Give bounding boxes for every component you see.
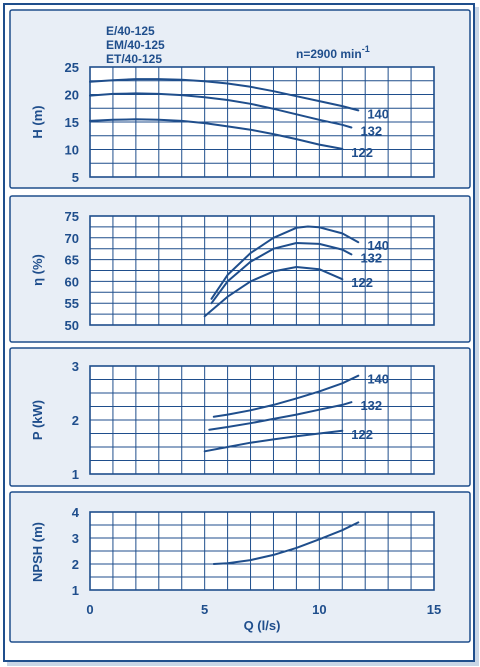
npsh-xtick-label: 5 (201, 602, 208, 617)
npsh-ytick-label: 3 (72, 531, 79, 546)
efficiency-ytick-label: 50 (65, 318, 79, 333)
efficiency-ylabel: η (%) (30, 254, 45, 286)
power-chart: 1 2 3 P (kW) 140 132 122 (30, 359, 435, 482)
npsh-ytick-label: 4 (72, 505, 80, 520)
head-ytick-label: 5 (72, 170, 79, 185)
speed-label-exponent: -1 (362, 44, 370, 54)
head-series-line-122 (89, 118, 344, 150)
head-series-label-140: 140 (367, 106, 389, 121)
efficiency-series-line-122 (203, 266, 344, 318)
efficiency-series-label-140: 140 (367, 238, 389, 253)
power-ytick-label: 1 (72, 467, 79, 482)
head-chart: 5 10 15 20 25 H (m) 140 132 122 (30, 60, 435, 185)
npsh-ytick-label: 1 (72, 583, 79, 598)
efficiency-series-label-132: 132 (360, 250, 382, 265)
power-series-label-122: 122 (351, 427, 373, 442)
model-label-3: ET/40-125 (106, 52, 162, 66)
npsh-xlabel: Q (l/s) (244, 618, 281, 633)
power-series-line-132 (208, 401, 353, 431)
npsh-xtick-label: 15 (427, 602, 441, 617)
power-series-line-140 (212, 374, 360, 418)
efficiency-ytick-label: 75 (65, 209, 79, 224)
efficiency-series-line-132 (210, 242, 353, 305)
efficiency-ytick-label: 60 (65, 274, 79, 289)
head-ytick-label: 25 (65, 60, 79, 75)
head-series-line-132 (89, 92, 353, 129)
power-series-label-140: 140 (367, 372, 389, 387)
efficiency-ytick-label: 70 (65, 231, 79, 246)
npsh-xtick-label: 10 (312, 602, 326, 617)
head-ylabel: H (m) (30, 105, 45, 138)
head-ytick-label: 10 (65, 143, 79, 158)
efficiency-ytick-label: 55 (65, 296, 79, 311)
model-label-2: EM/40-125 (106, 38, 165, 52)
head-series-label-132: 132 (360, 124, 382, 139)
efficiency-series-label-122: 122 (351, 275, 373, 290)
speed-label: n=2900 min-1 (296, 44, 370, 61)
power-ytick-label: 2 (72, 413, 79, 428)
npsh-chart: 1 2 3 4 NPSH (m) 0 5 10 15 Q (l/s) (30, 505, 441, 633)
power-series-label-132: 132 (360, 398, 382, 413)
npsh-xtick-label: 0 (86, 602, 93, 617)
head-series-line-140 (89, 78, 360, 112)
npsh-series-line (212, 521, 360, 565)
header: E/40-125 EM/40-125 ET/40-125 n=2900 min-… (106, 24, 370, 66)
efficiency-series-line-140 (210, 225, 360, 300)
power-series-line-122 (203, 429, 344, 453)
efficiency-ytick-label: 65 (65, 253, 79, 268)
npsh-ytick-label: 2 (72, 557, 79, 572)
head-ytick-label: 15 (65, 115, 79, 130)
speed-label-text: n=2900 min (296, 47, 362, 61)
npsh-ylabel: NPSH (m) (30, 522, 45, 582)
head-ytick-label: 20 (65, 88, 79, 103)
power-ytick-label: 3 (72, 359, 79, 374)
model-label-1: E/40-125 (106, 24, 155, 38)
power-ylabel: P (kW) (30, 400, 45, 440)
head-series-label-122: 122 (351, 145, 373, 160)
